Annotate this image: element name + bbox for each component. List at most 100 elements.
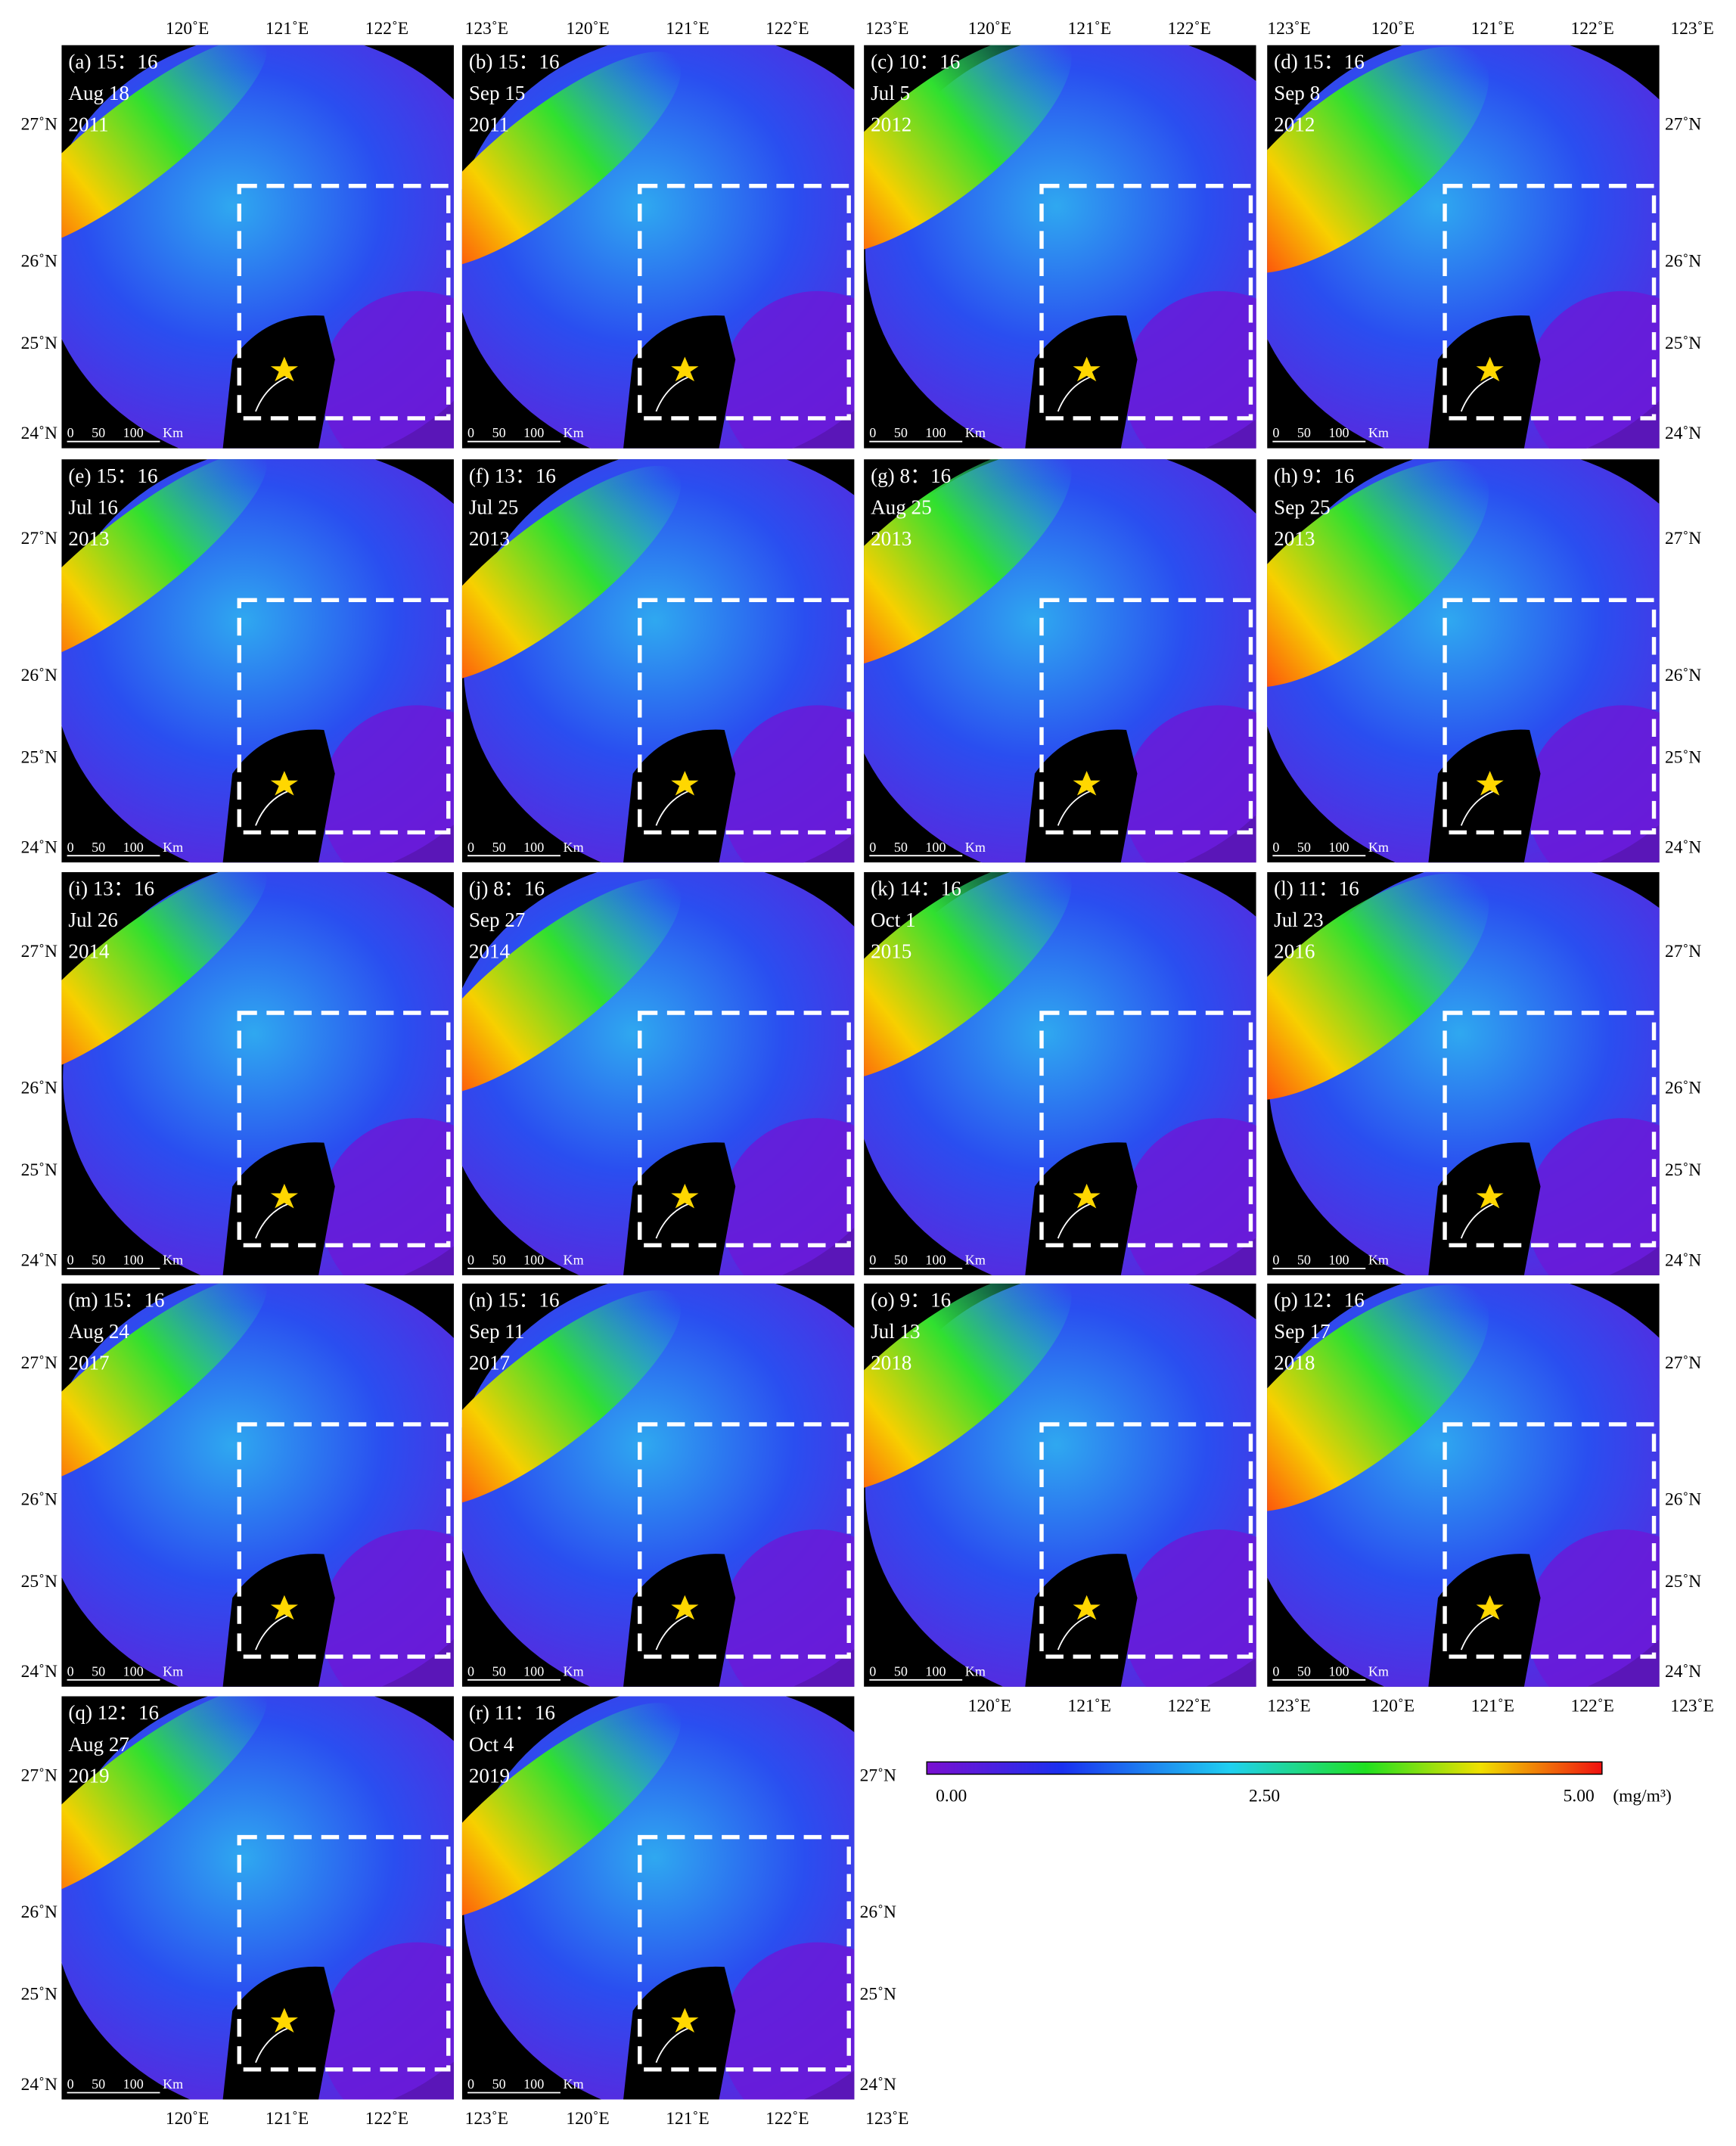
panel-date: Jul 25: [469, 495, 519, 518]
study-box: [237, 184, 451, 421]
lat-label: 25˚N: [21, 1572, 57, 1592]
panel-year: 2014: [469, 940, 511, 963]
station-star: [671, 1595, 699, 1620]
map-panel: 0 50 100 Km (d) 15：16 Sep 8 2012: [1267, 45, 1660, 449]
open-ocean: [321, 1942, 454, 2100]
coastline: [1460, 1202, 1498, 1239]
lon-label: 120˚E: [968, 19, 1011, 39]
coastal-bloom: [461, 51, 682, 269]
station-star: [270, 1595, 298, 1620]
panel-date: Sep 11: [469, 1320, 525, 1343]
scale-label: Km: [564, 1252, 584, 1267]
panel-year: 2019: [68, 1764, 109, 1787]
lon-label: 123˚E: [1267, 19, 1310, 39]
scale-label: 0: [67, 1663, 74, 1679]
scale-label: Km: [1368, 840, 1389, 855]
scale-label: 50: [492, 1663, 506, 1679]
lon-label: 121˚E: [266, 19, 309, 39]
lon-label: 121˚E: [666, 19, 709, 39]
coastal-bloom: [864, 459, 1072, 669]
scale-label: 100: [1328, 1252, 1349, 1267]
panel-year: 2016: [1274, 940, 1315, 963]
scale-label: Km: [965, 425, 986, 440]
panel-date: Jul 5: [871, 82, 910, 104]
panel-label: (i) 13：16: [68, 877, 154, 900]
panel-date: Sep 25: [1274, 495, 1331, 518]
scale-label: 100: [123, 1663, 144, 1679]
scale-label: 50: [92, 840, 105, 855]
panel-year: 2019: [469, 1764, 510, 1787]
map-panel: 0 50 100 Km (f) 13：16 Jul 25 2013: [461, 459, 855, 863]
map-panel: 0 50 100 Km (o) 9：16 Jul 13 2018: [864, 1283, 1256, 1687]
study-box: [1039, 598, 1253, 835]
open-ocean: [321, 290, 454, 449]
lat-label: 25˚N: [1665, 334, 1701, 353]
scale-label: 0: [467, 425, 474, 440]
lat-label: 26˚N: [860, 1902, 896, 1922]
open-ocean: [1526, 1530, 1660, 1687]
panel-date: Sep 27: [469, 908, 526, 931]
scale-label: Km: [1368, 1252, 1389, 1267]
panel-label: (n) 15：16: [469, 1288, 560, 1311]
scale-label: 50: [894, 425, 908, 440]
scale-label: 0: [869, 425, 876, 440]
panel-date: Jul 26: [68, 908, 118, 931]
coastline: [1057, 375, 1094, 412]
open-ocean: [722, 705, 855, 863]
coastline: [1057, 1613, 1094, 1651]
lon-label: 123˚E: [1670, 19, 1713, 39]
scale-label: 0: [467, 840, 474, 855]
lon-label: 120˚E: [166, 19, 209, 39]
lon-label: 123˚E: [865, 19, 908, 39]
open-ocean: [321, 1530, 454, 1687]
study-box: [237, 1422, 451, 1659]
coastline: [255, 1202, 292, 1239]
map-image: [61, 459, 454, 863]
study-box: [1039, 1422, 1253, 1659]
lat-label: 27˚N: [1665, 1353, 1701, 1373]
panel-date: Jul 23: [1274, 908, 1324, 931]
open-ocean: [1123, 1118, 1256, 1275]
lon-label: 122˚E: [766, 2109, 809, 2129]
panel-label: (r) 11：16: [469, 1701, 555, 1724]
coastline: [655, 1613, 692, 1651]
scale-label: 50: [1297, 1252, 1311, 1267]
scale-label: 50: [492, 840, 506, 855]
scale-label: 50: [1297, 1663, 1311, 1679]
panel-date: Aug 24: [68, 1320, 129, 1343]
study-box: [1039, 184, 1253, 421]
open-ocean: [722, 1118, 855, 1275]
scale-label: Km: [163, 840, 183, 855]
coastal-bloom: [461, 1290, 682, 1507]
lat-label: 27˚N: [1665, 115, 1701, 135]
coastline: [655, 789, 692, 826]
scale-label: 100: [523, 425, 544, 440]
panel-year: 2014: [68, 940, 110, 963]
open-ocean: [1123, 705, 1256, 863]
map-image: [461, 1283, 855, 1687]
scale-label: Km: [564, 840, 584, 855]
study-box: [638, 598, 851, 835]
map-panel: 0 50 100 Km (k) 14：16 Oct 1 2015: [864, 871, 1256, 1275]
study-box: [638, 1011, 851, 1247]
panel-year: 2018: [871, 1352, 911, 1374]
panel-year: 2013: [871, 527, 911, 550]
map-image: [461, 871, 855, 1275]
scale-label: 50: [1297, 840, 1311, 855]
colorbar-label: 2.50: [1249, 1787, 1280, 1806]
scale-label: 100: [123, 425, 144, 440]
map-panel: 0 50 100 Km (m) 15：16 Aug 24 2017: [61, 1283, 454, 1687]
coastal-bloom: [864, 871, 1072, 1082]
lat-label: 26˚N: [1665, 1079, 1701, 1098]
map-image: [864, 1283, 1256, 1687]
lat-label: 25˚N: [21, 334, 57, 353]
panel-year: 2015: [871, 940, 911, 963]
lat-label: 27˚N: [860, 1766, 896, 1786]
scale-label: 100: [925, 425, 946, 440]
lat-label: 26˚N: [1665, 251, 1701, 271]
coastal-bloom: [864, 1283, 1072, 1493]
coastal-bloom: [461, 465, 682, 682]
scale-label: 50: [92, 1252, 105, 1267]
scale-label: 100: [123, 840, 144, 855]
